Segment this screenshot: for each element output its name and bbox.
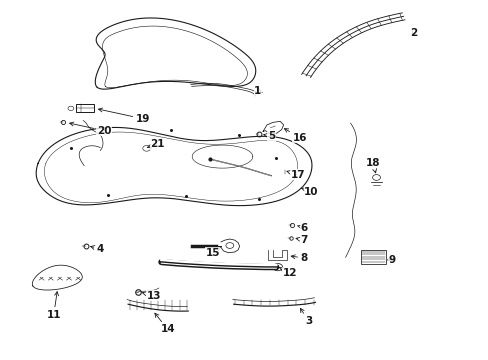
Text: 9: 9 (387, 255, 395, 265)
Bar (360, 250, 386, 264)
Text: 8: 8 (291, 253, 307, 263)
Text: 7: 7 (295, 235, 307, 245)
Text: 10: 10 (301, 186, 318, 197)
Text: 17: 17 (286, 170, 305, 180)
Bar (76, 104, 94, 112)
Text: 3: 3 (300, 309, 312, 326)
Text: 11: 11 (46, 292, 61, 320)
Text: 20: 20 (69, 122, 111, 136)
Text: 21: 21 (147, 139, 165, 149)
Text: 5: 5 (263, 131, 275, 141)
Text: 14: 14 (155, 313, 175, 334)
Text: 4: 4 (90, 244, 104, 254)
Text: 18: 18 (365, 158, 380, 173)
Text: 16: 16 (284, 129, 306, 143)
Text: 1: 1 (254, 86, 262, 96)
Text: 12: 12 (279, 267, 297, 278)
Text: 6: 6 (297, 222, 307, 233)
Text: 15: 15 (205, 247, 220, 258)
Text: 19: 19 (98, 108, 150, 124)
Text: 2: 2 (409, 28, 416, 38)
Text: 13: 13 (142, 291, 161, 301)
